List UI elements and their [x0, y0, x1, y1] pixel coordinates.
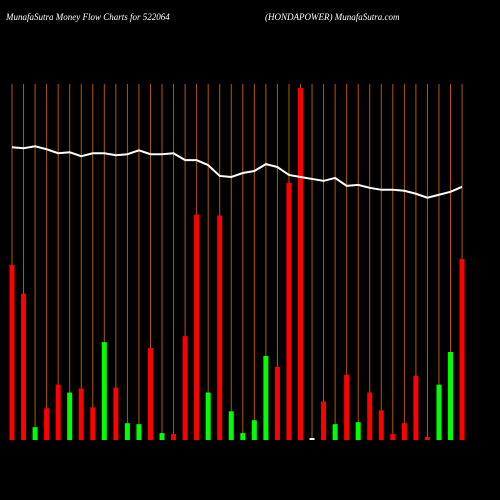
bar — [55, 384, 61, 440]
bar — [274, 366, 280, 440]
bar — [147, 348, 153, 440]
bar — [413, 375, 419, 440]
bar — [309, 438, 315, 440]
bar — [401, 423, 407, 440]
bar — [90, 407, 96, 440]
bar — [136, 424, 142, 440]
bar — [78, 388, 84, 440]
bar — [344, 374, 350, 440]
bar — [298, 87, 303, 440]
bar — [182, 336, 188, 440]
chart-title: MunafaSutra Money Flow Charts for 522064 — [5, 12, 170, 22]
bar — [101, 342, 107, 440]
bar — [205, 392, 211, 440]
bar — [9, 264, 15, 440]
chart-subtitle: (HONDAPOWER) MunafaSutra.com — [265, 12, 400, 22]
bar — [228, 411, 234, 440]
bar — [355, 422, 361, 440]
bar — [171, 434, 177, 440]
bar — [124, 423, 130, 440]
bar — [286, 182, 292, 440]
bar — [67, 392, 73, 440]
bar — [44, 408, 50, 440]
bar — [436, 384, 442, 440]
bar — [367, 392, 373, 440]
bar — [251, 420, 257, 440]
bar — [378, 410, 384, 440]
money-flow-line — [11, 145, 463, 199]
bar — [390, 434, 396, 440]
bar — [159, 433, 165, 440]
bar — [32, 427, 38, 440]
bar — [332, 424, 338, 440]
bar — [263, 355, 269, 440]
bar — [424, 437, 430, 440]
bar — [113, 387, 119, 440]
bar — [240, 433, 246, 440]
bar — [321, 401, 327, 440]
bar — [217, 215, 223, 440]
bar — [448, 351, 454, 440]
bar — [194, 214, 200, 440]
bar — [459, 259, 465, 440]
bar — [21, 293, 27, 440]
